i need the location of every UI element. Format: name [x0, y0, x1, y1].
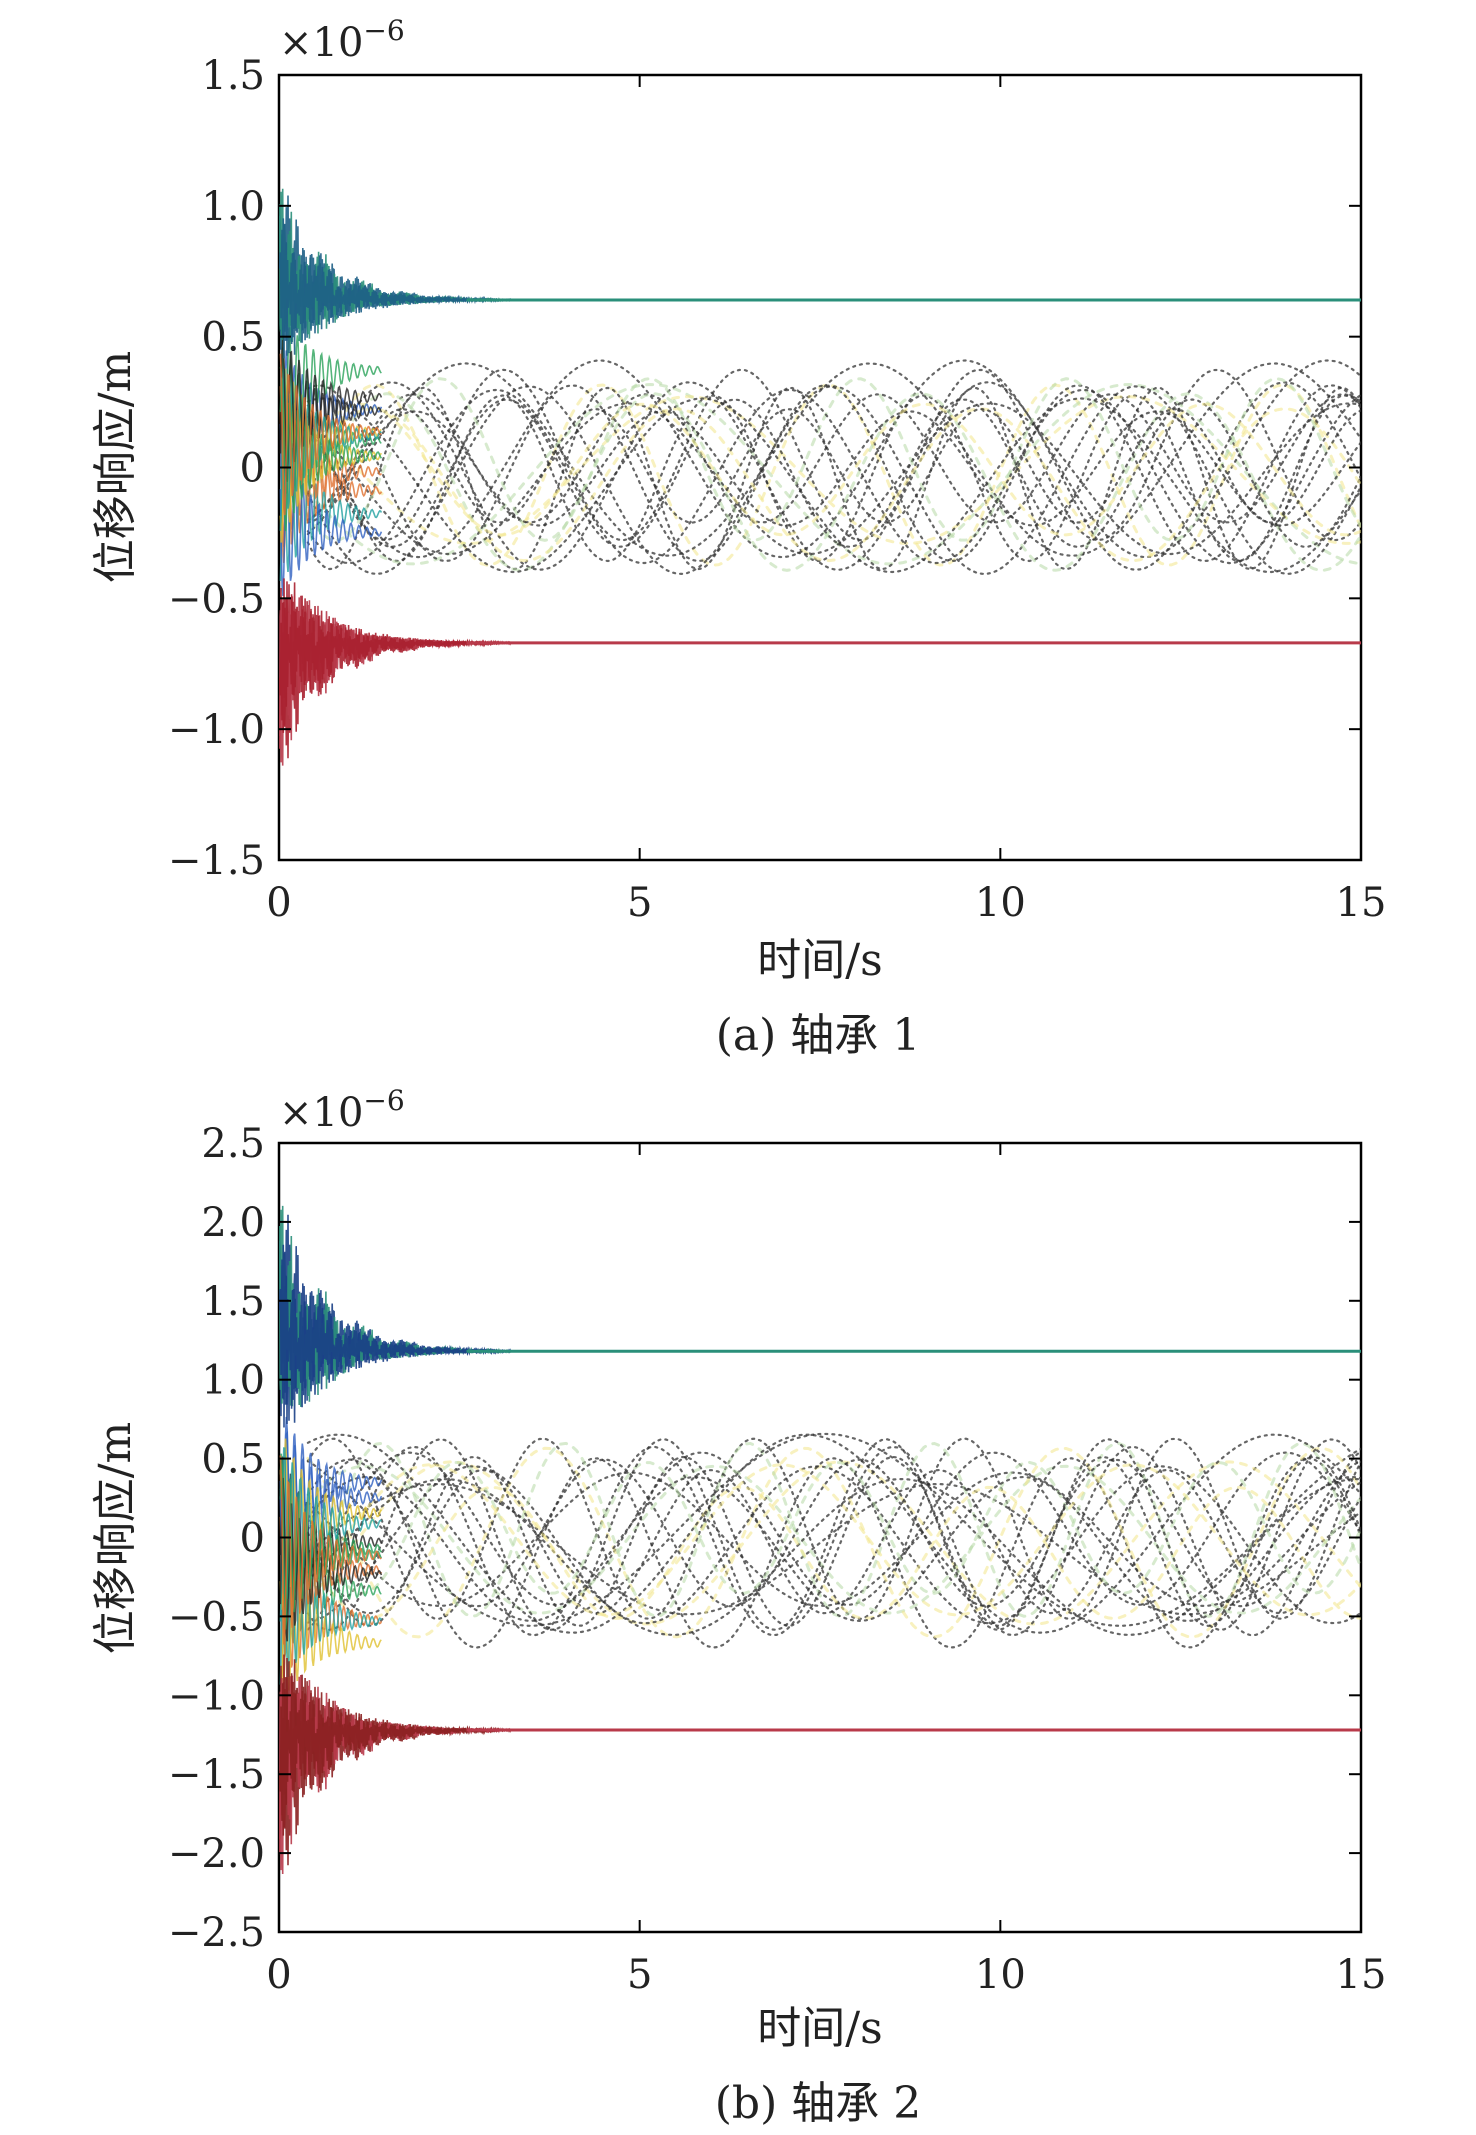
series-group-a: [279, 188, 1361, 766]
y-tick-label: −1.0: [168, 1673, 265, 1719]
panel-b: −2.5 −2.0 −1.5 −1.0 −0.5 0 0.5 1.0 1.5 2.0 2.5 0 5 1…: [90, 1084, 1386, 2129]
y-ticks-a: −1.5 −1.0 −0.5 0 0.5 1.0 1.5: [168, 53, 1361, 884]
y-tick-label: 0.5: [201, 315, 265, 361]
y-axis-label-a: 位移响应/m: [90, 351, 141, 584]
oscillation-curve: [306, 377, 1361, 542]
oscillation-curve: [306, 402, 1361, 556]
oscillation-curve: [306, 1451, 1361, 1606]
y-tick-label: −0.5: [168, 576, 265, 622]
oscillation-curve: [306, 388, 1361, 565]
oscillation-curve: [306, 392, 1361, 572]
y-tick-label: −1.5: [168, 1752, 265, 1798]
y-tick-label: −0.5: [168, 1594, 265, 1640]
x-tick-label: 5: [627, 1952, 652, 1998]
y-tick-label: −2.0: [168, 1831, 265, 1877]
y-ticks-b: −2.5 −2.0 −1.5 −1.0 −0.5 0 0.5 1.0 1.5 2.0 2.5: [168, 1121, 1361, 1956]
x-tick-label: 0: [266, 1952, 291, 1998]
transient-curve: [279, 353, 382, 516]
y-tick-label: −1.0: [168, 707, 265, 753]
oscillation-curve: [306, 1460, 1361, 1626]
y-tick-label: 2.5: [201, 1121, 265, 1167]
oscillation-curve: [306, 1458, 1361, 1608]
oscillation-curve: [306, 1485, 1361, 1621]
oscillation-curve: [306, 1455, 1361, 1628]
x-axis-label-b: 时间/s: [757, 2003, 882, 2054]
y-tick-label: 1.5: [201, 53, 265, 99]
oscillation-curve: [306, 393, 1361, 524]
oscillation-curve: [306, 407, 1361, 524]
oscillation-curve: [306, 1446, 1361, 1639]
oscillation-curve: [306, 1477, 1361, 1637]
series-group-b: [279, 1205, 1361, 1875]
oscillation-curve: [306, 410, 1361, 527]
y-tick-label: 1.0: [201, 1358, 265, 1404]
x-tick-label: 10: [975, 880, 1026, 926]
x-axis-label-a: 时间/s: [757, 935, 882, 986]
oscillation-curve: [306, 395, 1361, 545]
transient-curve: [279, 1516, 383, 1685]
oscillation-curve: [306, 1437, 1361, 1620]
y-tick-label: 1.5: [201, 1279, 265, 1325]
y-tick-label: 0: [240, 1516, 265, 1562]
y-tick-label: −1.5: [168, 838, 265, 884]
oscillation-curve: [306, 407, 1361, 563]
x-tick-label: 10: [975, 1952, 1026, 1998]
caption-a: (a) 轴承 1: [716, 1010, 921, 1061]
plot-area-a: [277, 73, 1363, 862]
x-ticks-b: 0 5 10 15: [266, 1143, 1386, 1998]
multiplier-a: ×10−6: [279, 14, 405, 66]
y-tick-label: 1.0: [201, 184, 265, 230]
oscillation-curve: [306, 386, 1361, 571]
y-tick-label: −2.5: [168, 1910, 265, 1956]
x-tick-label: 5: [627, 880, 652, 926]
oscillation-curve: [306, 1464, 1361, 1615]
oscillation-curve: [306, 1471, 1361, 1608]
x-tick-label: 0: [266, 880, 291, 926]
y-tick-label: 0.5: [201, 1437, 265, 1483]
oscillation-curve: [306, 394, 1361, 563]
caption-b: (b) 轴承 2: [715, 2078, 921, 2129]
x-ticks-a: 0 5 10 15: [266, 75, 1386, 926]
oscillation-curve: [306, 385, 1361, 576]
oscillation-curve: [306, 1432, 1361, 1627]
oscillation-curve: [306, 1457, 1361, 1649]
x-tick-label: 15: [1336, 1952, 1387, 1998]
oscillation-curve: [306, 1445, 1361, 1637]
oscillation-curve: [306, 1468, 1361, 1615]
transient-curve: [279, 311, 382, 467]
oscillation-curve: [306, 384, 1361, 563]
oscillation-curve: [306, 381, 1361, 571]
oscillation-curve: [306, 1465, 1361, 1625]
oscillation-curve: [306, 1441, 1361, 1618]
oscillation-curve: [306, 1475, 1361, 1623]
y-tick-label: 2.0: [201, 1200, 265, 1246]
multiplier-b: ×10−6: [279, 1084, 405, 1136]
oscillation-curve: [306, 1438, 1361, 1632]
y-tick-label: 0: [240, 446, 265, 492]
oscillation-curve: [306, 397, 1361, 574]
oscillation-curve: [306, 368, 1361, 542]
transient-curve: [279, 386, 383, 547]
transient-curve: [279, 1455, 382, 1633]
oscillation-curve: [306, 398, 1361, 548]
panel-a: −1.5 −1.0 −0.5 0 0.5 1.0 1.5 0 5 10 15 ×10−6 位移响应…: [90, 14, 1386, 1061]
transient-curve: [279, 384, 383, 543]
y-axis-label-b: 位移响应/m: [90, 1422, 141, 1655]
oscillation-curve: [306, 402, 1361, 537]
oscillation-curve: [306, 1463, 1361, 1617]
transient-curve: [279, 1540, 382, 1707]
transient-curve: [279, 449, 383, 597]
x-tick-label: 15: [1336, 880, 1387, 926]
oscillation-curve: [306, 362, 1361, 557]
